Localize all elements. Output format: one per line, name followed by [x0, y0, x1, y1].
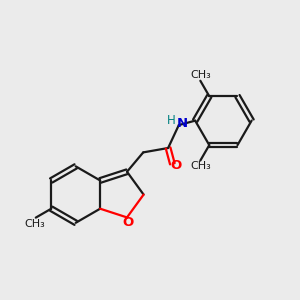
Text: CH₃: CH₃ — [190, 161, 211, 171]
Text: H: H — [167, 114, 176, 127]
Text: CH₃: CH₃ — [190, 70, 211, 80]
Text: O: O — [170, 159, 182, 172]
Text: CH₃: CH₃ — [24, 219, 45, 229]
Text: N: N — [177, 117, 188, 130]
Text: O: O — [122, 216, 133, 229]
